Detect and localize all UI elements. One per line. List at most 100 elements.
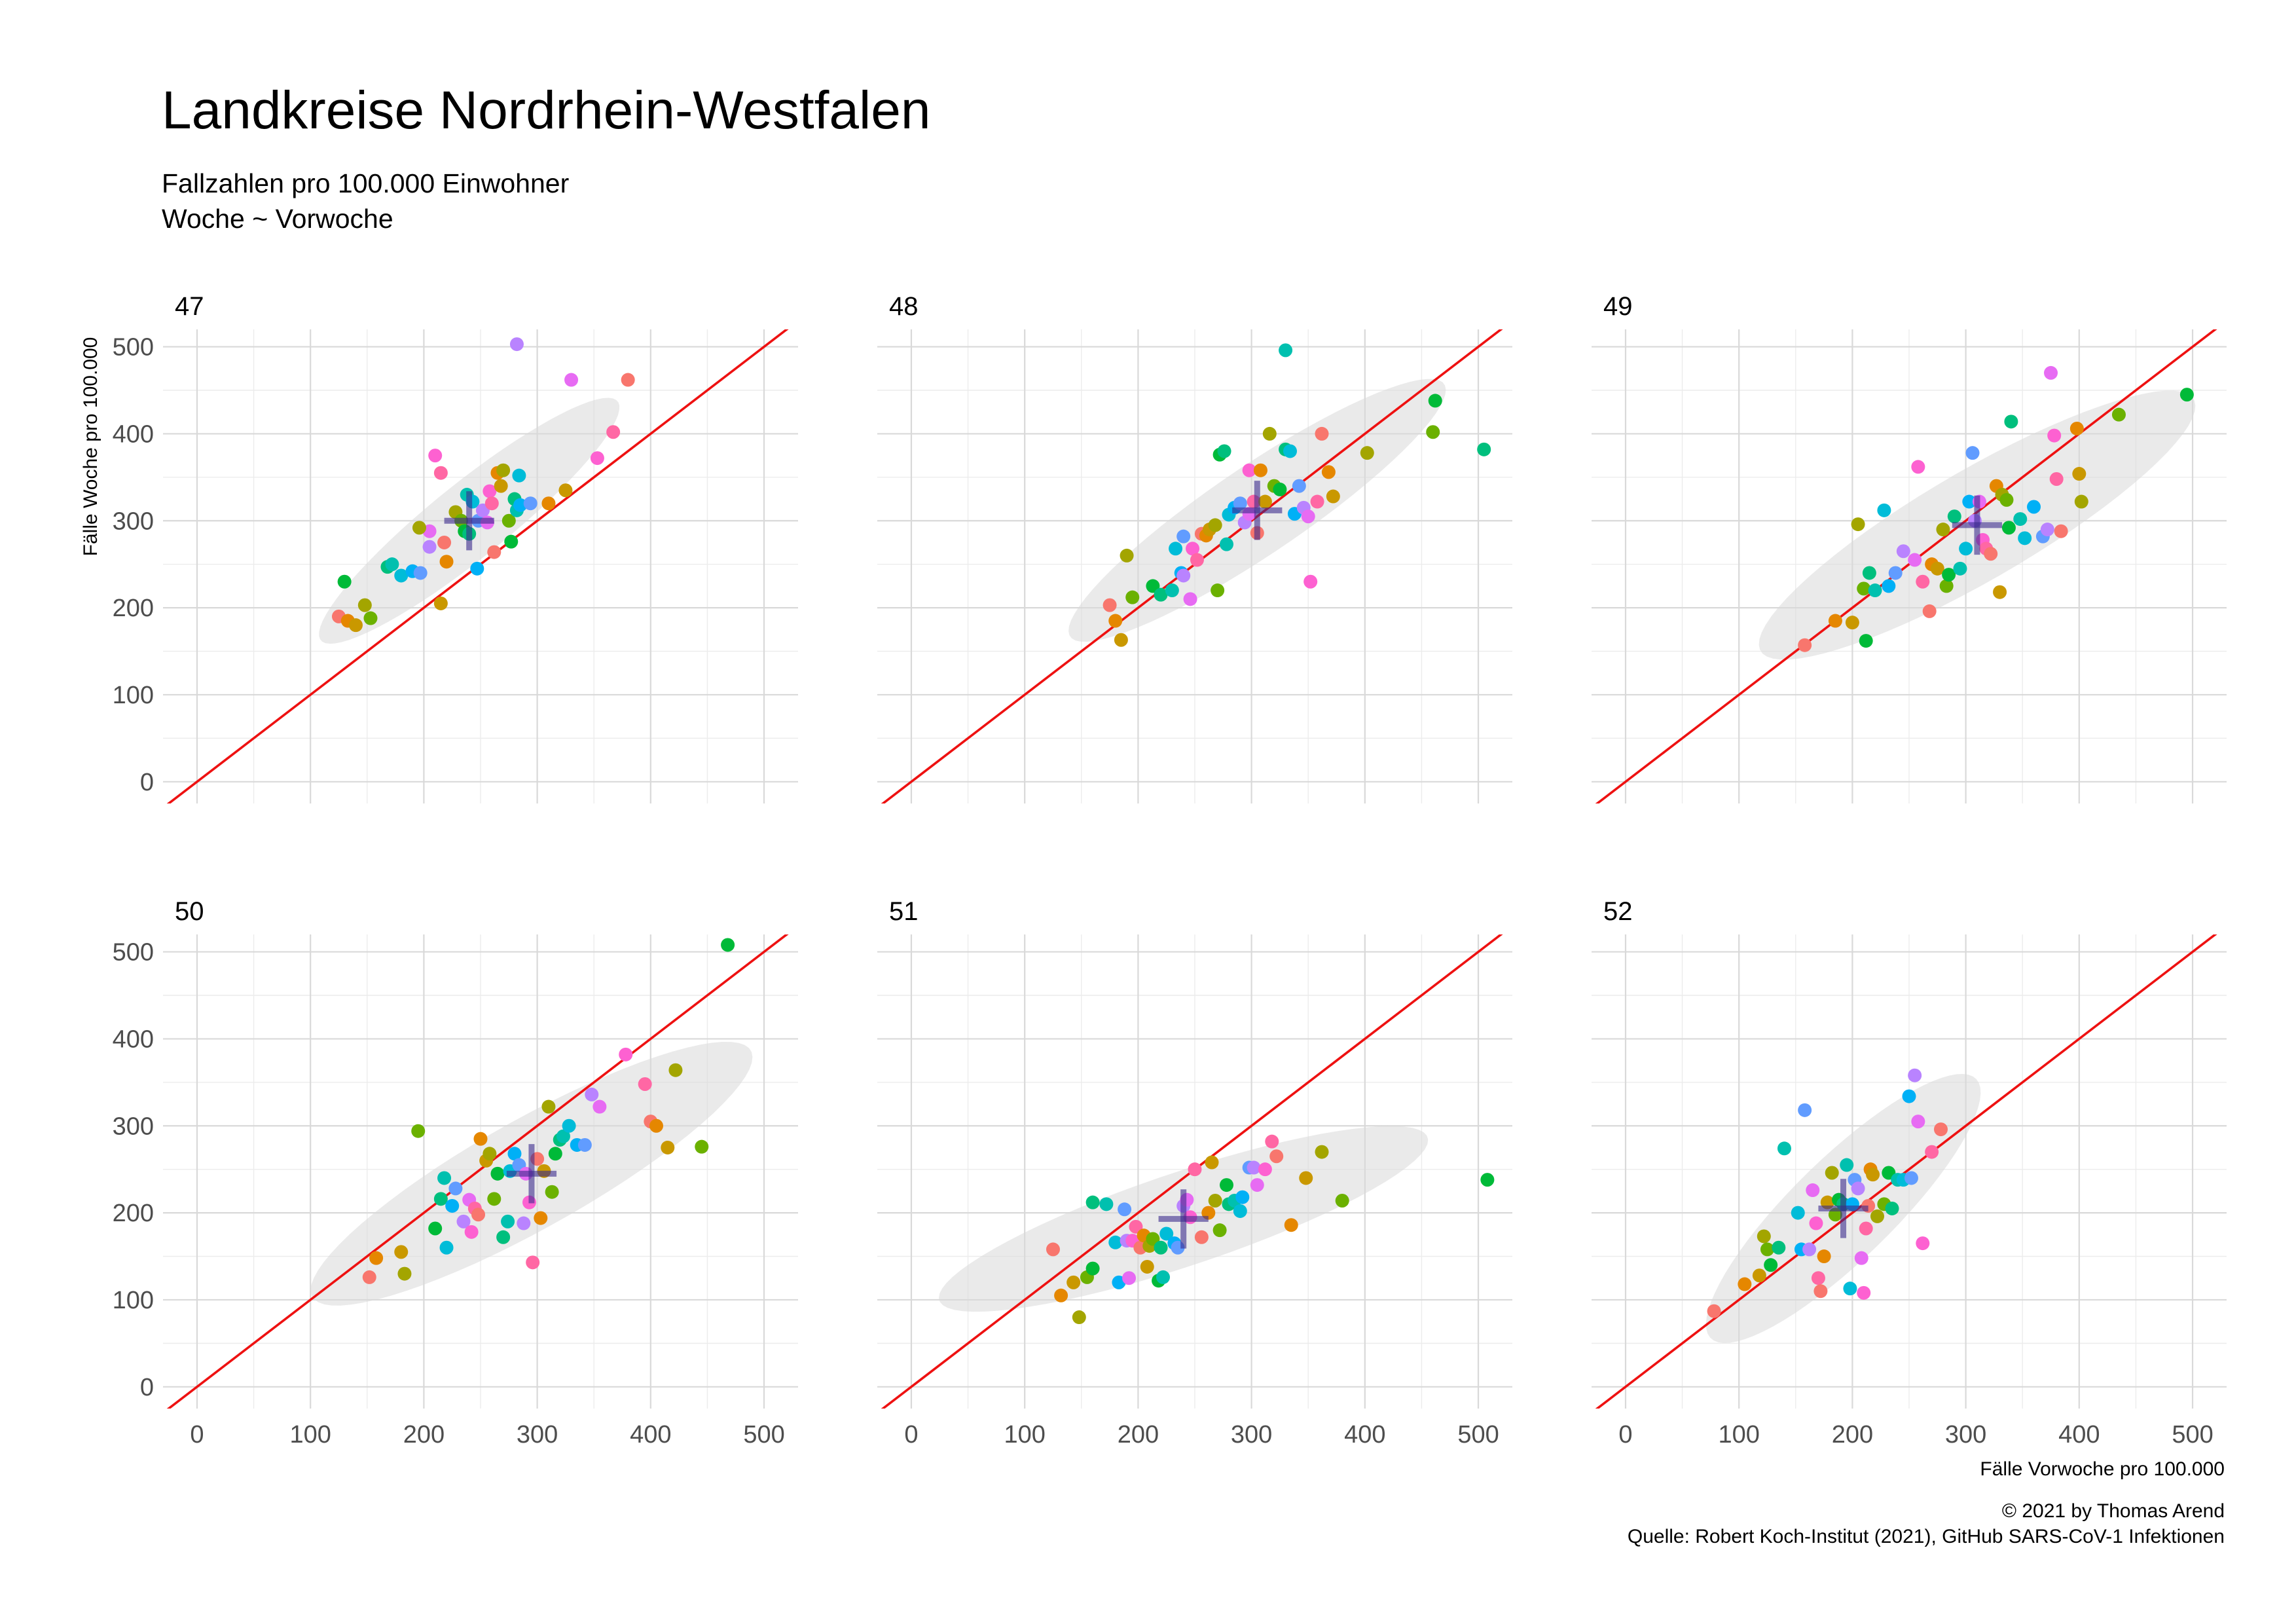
data-point <box>1217 444 1231 458</box>
y-tick-label: 200 <box>113 595 154 622</box>
data-point <box>1102 598 1117 612</box>
data-point <box>1840 1158 1854 1172</box>
data-point <box>1220 537 1233 551</box>
data-point <box>439 555 454 569</box>
data-point <box>1888 566 1903 580</box>
data-point <box>1235 1190 1250 1204</box>
data-point <box>1845 616 1859 630</box>
y-tick-label: 300 <box>113 507 154 535</box>
data-point <box>494 479 508 493</box>
data-point <box>363 611 378 625</box>
facet-label-50: 50 <box>175 897 204 926</box>
y-tick-label: 100 <box>113 682 154 709</box>
data-point <box>357 598 372 612</box>
data-point <box>1426 425 1440 439</box>
data-point <box>1798 638 1812 652</box>
data-point <box>437 1171 452 1185</box>
data-point <box>1303 574 1318 589</box>
data-point <box>548 1147 562 1161</box>
data-point <box>1220 1178 1233 1192</box>
data-point <box>1999 492 2014 507</box>
data-point <box>523 496 538 511</box>
data-point <box>619 1047 633 1061</box>
data-point <box>1279 343 1293 358</box>
data-point <box>1911 460 1925 474</box>
data-point <box>1247 1160 1261 1175</box>
y-tick-label: 400 <box>113 420 154 448</box>
data-point <box>1265 1134 1279 1149</box>
data-point <box>1205 1155 1219 1170</box>
data-point <box>556 1129 570 1143</box>
data-point <box>413 566 428 580</box>
data-point <box>504 534 519 549</box>
facet-plot-area <box>166 329 789 803</box>
data-point <box>1984 547 1998 561</box>
data-point <box>2027 500 2041 514</box>
data-point <box>439 1240 454 1255</box>
data-point <box>1258 1162 1272 1177</box>
data-point <box>1962 494 1977 509</box>
chart-title: Landkreise Nordrhein-Westfalen <box>162 81 930 140</box>
data-point <box>1190 553 1204 567</box>
data-point <box>397 1266 412 1281</box>
x-tick-label: 100 <box>1718 1421 1759 1449</box>
data-point <box>422 540 437 554</box>
data-point <box>1817 1249 1831 1264</box>
facet-plot-area <box>881 934 1503 1409</box>
data-point <box>1477 442 1491 456</box>
facet-plot-area <box>881 329 1503 803</box>
data-point <box>1866 1168 1880 1182</box>
data-point <box>1114 633 1128 647</box>
data-point <box>2111 407 2126 422</box>
data-point <box>1129 1219 1143 1234</box>
x-axis-title: Fälle Vorwoche pro 100.000 <box>1980 1458 2225 1480</box>
data-point <box>1925 1145 1939 1159</box>
data-point <box>1738 1277 1752 1291</box>
data-point <box>1154 1240 1168 1255</box>
data-point <box>1757 1229 1771 1244</box>
data-point <box>1125 590 1140 604</box>
data-point <box>1262 426 1277 441</box>
data-point <box>1882 579 1896 593</box>
data-point <box>1908 1068 1922 1082</box>
data-point <box>1809 1216 1823 1230</box>
data-point <box>2004 415 2018 429</box>
data-point <box>1054 1288 1068 1302</box>
caption-source: Quelle: Robert Koch-Institut (2021), Git… <box>1628 1526 2225 1547</box>
data-point <box>1208 1194 1222 1208</box>
data-point <box>337 574 352 589</box>
y-tick-label: 0 <box>140 1374 154 1401</box>
data-point <box>1859 1221 1873 1236</box>
data-point <box>362 1270 376 1284</box>
data-point <box>1857 1285 1871 1300</box>
data-point <box>1885 1201 1899 1215</box>
data-point <box>1242 463 1256 477</box>
chart-subtitle-line-2: Woche ~ Vorwoche <box>162 204 393 234</box>
data-point <box>456 1214 471 1228</box>
data-point <box>483 484 497 498</box>
data-point <box>1360 446 1374 460</box>
data-point <box>394 568 409 583</box>
x-tick-label: 200 <box>1832 1421 1873 1449</box>
data-point <box>1930 561 1944 576</box>
data-point <box>1911 1115 1925 1129</box>
data-point <box>433 1192 448 1206</box>
data-point <box>1120 548 1134 563</box>
data-point <box>433 596 448 610</box>
data-point <box>1828 614 1842 628</box>
data-point <box>1806 1183 1820 1198</box>
data-point <box>1326 489 1340 504</box>
data-point <box>1099 1197 1114 1211</box>
data-point <box>517 1216 531 1230</box>
data-point <box>428 449 443 463</box>
x-tick-label: 500 <box>2172 1421 2213 1449</box>
data-point <box>1212 1223 1227 1238</box>
x-tick-label: 200 <box>1118 1421 1159 1449</box>
data-point <box>1108 1235 1123 1249</box>
data-point <box>513 498 528 512</box>
data-point <box>1851 1181 1865 1196</box>
facet-plot-area <box>1595 329 2217 803</box>
data-point <box>1176 568 1191 583</box>
